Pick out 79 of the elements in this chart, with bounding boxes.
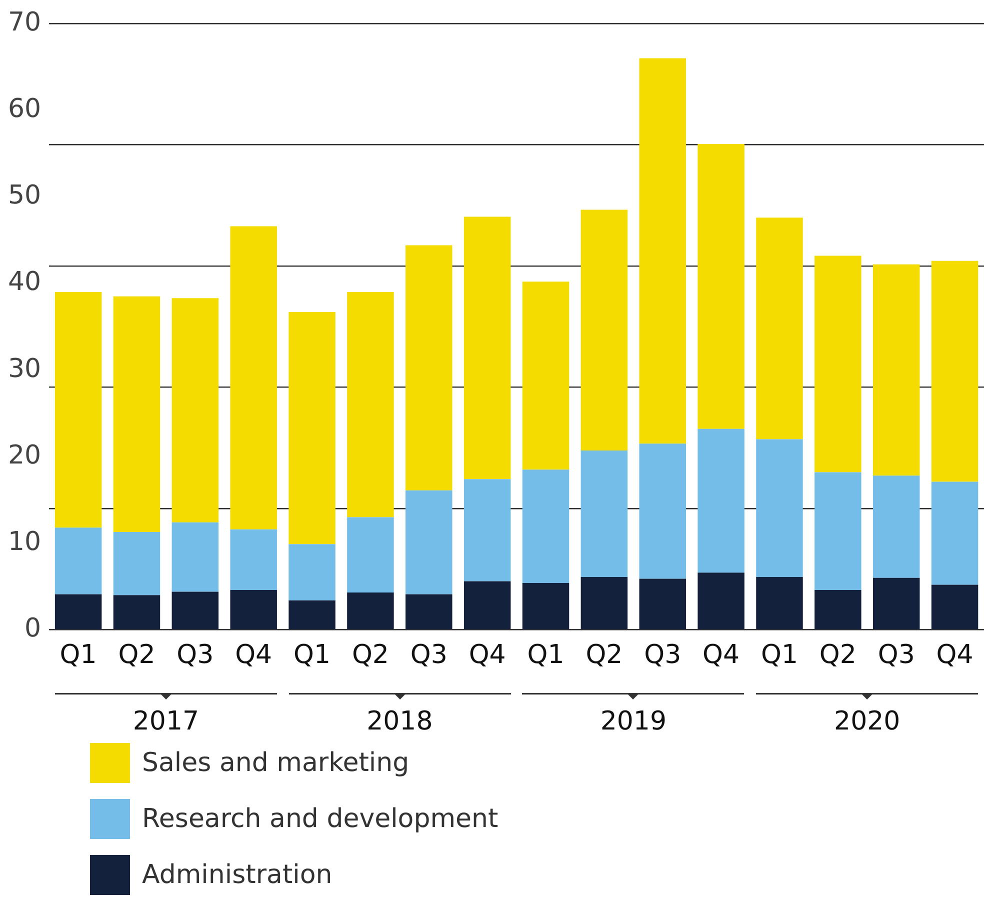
y-tick-label: 10 bbox=[8, 526, 42, 557]
x-tick-label: Q2 bbox=[352, 640, 389, 670]
bar bbox=[113, 595, 160, 630]
y-tick-label: 70 bbox=[8, 7, 42, 38]
bar bbox=[230, 529, 277, 590]
y-tick-label: 60 bbox=[8, 94, 42, 124]
bar bbox=[639, 58, 686, 444]
legend-label: Administration bbox=[142, 860, 332, 890]
x-tick-label: Q4 bbox=[235, 640, 272, 670]
bar bbox=[230, 226, 277, 530]
x-tick-label: Q4 bbox=[936, 640, 974, 670]
bar bbox=[172, 298, 219, 522]
bar bbox=[522, 282, 570, 470]
bar bbox=[347, 292, 394, 518]
bar bbox=[464, 216, 511, 480]
bar bbox=[347, 517, 394, 593]
bar bbox=[347, 592, 394, 630]
text: 2018 bbox=[366, 706, 433, 737]
bar bbox=[931, 482, 978, 585]
bar bbox=[172, 522, 219, 592]
legend-label: Sales and marketing bbox=[142, 748, 410, 778]
bar bbox=[580, 450, 628, 577]
bar bbox=[756, 439, 803, 577]
text: 2020 bbox=[834, 706, 900, 737]
y-tick-label: 30 bbox=[8, 354, 42, 384]
x-tick-label: Q1 bbox=[760, 640, 798, 670]
bar bbox=[814, 590, 862, 630]
bar bbox=[172, 592, 219, 630]
bar bbox=[54, 528, 102, 594]
x-tick-label: Q4 bbox=[468, 640, 506, 670]
x-tick-label: Q3 bbox=[878, 640, 915, 670]
legend-label: Research and development bbox=[142, 804, 498, 834]
bar bbox=[814, 256, 862, 472]
bar bbox=[698, 144, 744, 429]
bar bbox=[639, 444, 686, 579]
bar bbox=[288, 312, 336, 544]
bar bbox=[54, 292, 102, 528]
x-tick-label: Q3 bbox=[176, 640, 214, 670]
bar bbox=[580, 210, 628, 451]
y-tick-label: 0 bbox=[24, 614, 42, 644]
x-tick-label: Q1 bbox=[527, 640, 564, 670]
x-tick-label: Q4 bbox=[702, 640, 740, 670]
bar bbox=[814, 472, 862, 590]
bar bbox=[756, 576, 803, 630]
bar bbox=[288, 544, 336, 600]
bar bbox=[756, 218, 803, 440]
x-tick-label: Q3 bbox=[644, 640, 682, 670]
bar bbox=[698, 428, 744, 573]
bar bbox=[406, 490, 452, 594]
bar bbox=[464, 479, 511, 582]
bar bbox=[288, 600, 336, 630]
bar bbox=[406, 594, 452, 630]
x-tick-label: Q2 bbox=[118, 640, 156, 670]
bar bbox=[872, 578, 920, 630]
bar bbox=[698, 572, 744, 630]
bar bbox=[872, 476, 920, 578]
x-tick-label: Q1 bbox=[294, 640, 331, 670]
x-tick-label: Q2 bbox=[586, 640, 623, 670]
bar bbox=[464, 581, 511, 630]
bar bbox=[406, 245, 452, 490]
text: 2017 bbox=[132, 706, 200, 737]
bar bbox=[522, 583, 570, 630]
bar bbox=[872, 264, 920, 476]
y-tick-label: 20 bbox=[8, 440, 42, 470]
bar bbox=[931, 260, 978, 482]
bar bbox=[54, 594, 102, 630]
bar bbox=[522, 470, 570, 584]
y-tick-label: 40 bbox=[8, 267, 42, 298]
x-tick-label: Q3 bbox=[410, 640, 448, 670]
bar bbox=[113, 296, 160, 532]
bar bbox=[931, 584, 978, 630]
x-tick-label: Q1 bbox=[60, 640, 97, 670]
text: 2019 bbox=[600, 706, 666, 737]
bar bbox=[639, 578, 686, 630]
x-tick-label: Q2 bbox=[819, 640, 856, 670]
y-tick-label: 50 bbox=[8, 180, 42, 211]
bar bbox=[580, 576, 628, 630]
bar bbox=[230, 590, 277, 630]
bar bbox=[113, 532, 160, 596]
